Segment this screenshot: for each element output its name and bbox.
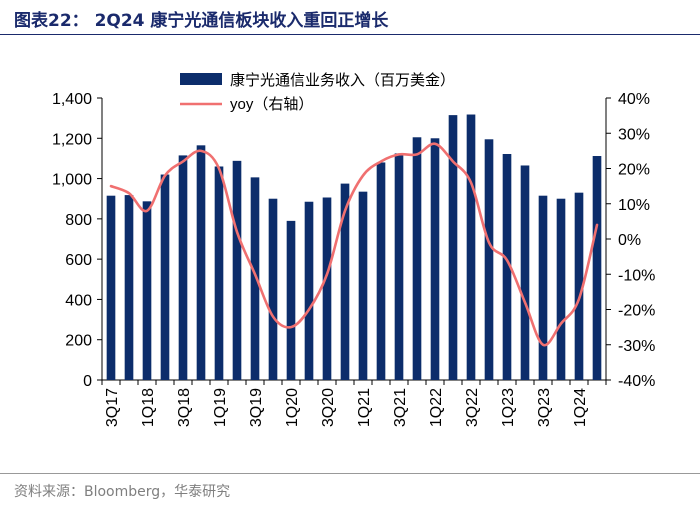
- x-tick-label: 3Q23: [536, 388, 553, 427]
- bar: [484, 139, 494, 380]
- y-left-tick-label: 1,400: [52, 91, 92, 108]
- bar: [574, 192, 584, 380]
- y-right-tick-label: -40%: [618, 373, 655, 390]
- bar: [502, 153, 512, 380]
- bar: [520, 165, 530, 380]
- yoy-line: [109, 142, 599, 347]
- y-right-tick-label: 20%: [618, 162, 650, 179]
- bar: [124, 195, 134, 380]
- legend-bar-swatch: [180, 73, 222, 85]
- bar: [106, 195, 116, 380]
- bar: [250, 177, 260, 380]
- bar: [394, 153, 404, 380]
- y-left-tick-label: 1,200: [52, 131, 92, 148]
- legend-line-label: yoy（右轴）: [230, 96, 313, 113]
- bar: [232, 160, 242, 380]
- bar: [412, 137, 422, 380]
- y-left-tick-label: 800: [65, 212, 92, 229]
- bar: [142, 201, 152, 380]
- y-right-tick-label: 40%: [618, 91, 650, 108]
- x-tick-label: 1Q21: [356, 388, 373, 427]
- y-left-tick-label: 400: [65, 292, 92, 309]
- bar: [268, 198, 278, 380]
- bar: [178, 155, 188, 380]
- y-left-tick-label: 600: [65, 252, 92, 269]
- bar: [286, 220, 296, 380]
- x-tick-label: 1Q19: [212, 388, 229, 427]
- x-tick-label: 1Q18: [140, 388, 157, 427]
- line-series: [109, 142, 599, 347]
- bar: [538, 195, 548, 380]
- y-right-tick-label: 30%: [618, 126, 650, 143]
- chart-area: 0 200 400 600 800 1,000 1,200 1,400 -40% -30% -20%…: [52, 72, 655, 427]
- x-tick-label: 1Q23: [500, 388, 517, 427]
- x-tick-label: 3Q21: [392, 388, 409, 427]
- x-tick-label: 3Q19: [248, 388, 265, 427]
- bar: [466, 114, 476, 380]
- legend: 康宁光通信业务收入（百万美金） yoy（右轴）: [180, 72, 455, 113]
- y-right-tick-label: 10%: [618, 197, 650, 214]
- bar: [322, 197, 332, 380]
- bar: [358, 191, 368, 380]
- bar: [304, 201, 314, 380]
- x-tick-label: 1Q24: [572, 388, 589, 427]
- bar: [340, 183, 350, 380]
- x-tick-label: 3Q20: [320, 388, 337, 427]
- bar-series: [106, 114, 602, 380]
- y-left-tick-label: 1,000: [52, 172, 92, 189]
- y-right-tick-label: 0%: [618, 232, 641, 249]
- y-left-tick-label: 200: [65, 333, 92, 350]
- bar: [556, 198, 566, 380]
- x-tick-label: 1Q20: [284, 388, 301, 427]
- y-right-tick-label: -30%: [618, 338, 655, 355]
- chart-title: 图表22： 2Q24 康宁光通信板块收入重回正增长: [14, 11, 389, 31]
- x-tick-label: 3Q18: [176, 388, 193, 427]
- x-tick-label: 3Q22: [464, 388, 481, 427]
- bar: [214, 166, 224, 380]
- legend-bar-label: 康宁光通信业务收入（百万美金）: [230, 72, 455, 89]
- x-tick-label: 1Q22: [428, 388, 445, 427]
- bar: [430, 138, 440, 380]
- y-right-tick-label: -10%: [618, 267, 655, 284]
- title-divider: [0, 34, 700, 35]
- bar: [160, 174, 170, 380]
- source-note: 资料来源：Bloomberg，华泰研究: [14, 484, 231, 500]
- y-right-tick-label: -20%: [618, 303, 655, 320]
- bar: [196, 145, 206, 380]
- axes-layer: 0 200 400 600 800 1,000 1,200 1,400 -40% -30% -20%…: [52, 91, 655, 427]
- x-tick-label: 3Q17: [104, 388, 121, 427]
- y-left-tick-label: 0: [83, 373, 92, 390]
- bar: [376, 162, 386, 380]
- footer-divider: [0, 473, 700, 474]
- bar: [448, 115, 458, 380]
- bar: [592, 156, 602, 380]
